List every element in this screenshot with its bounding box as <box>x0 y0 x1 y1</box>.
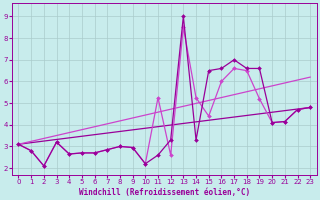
X-axis label: Windchill (Refroidissement éolien,°C): Windchill (Refroidissement éolien,°C) <box>79 188 250 197</box>
